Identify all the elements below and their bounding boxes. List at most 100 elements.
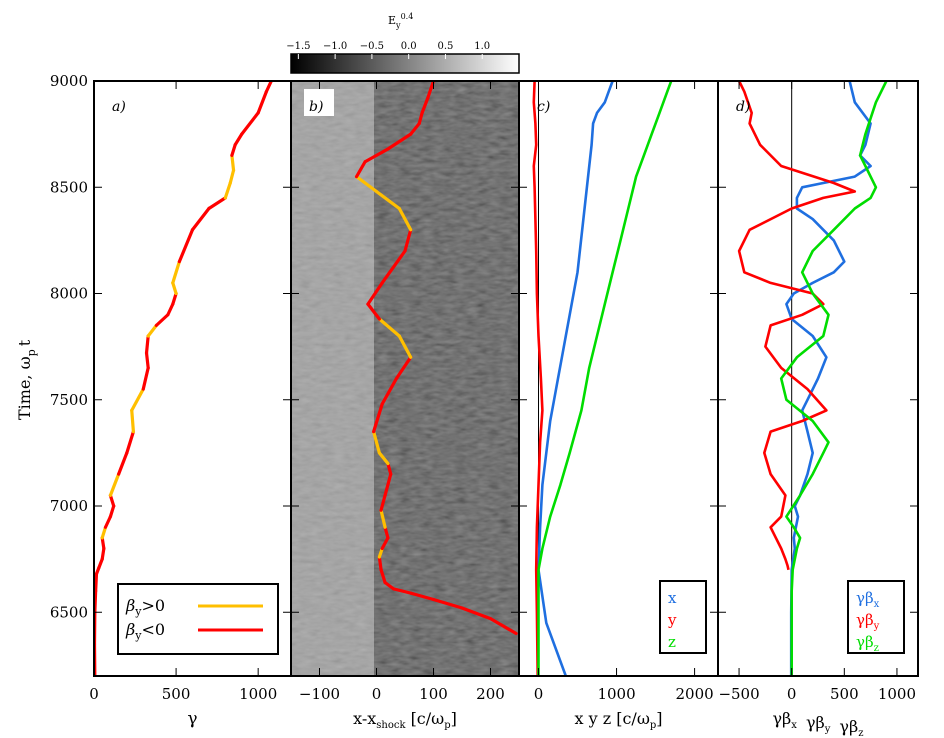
colorbar-gradient [290,53,520,74]
colorbar: Ey0.4 −1.5 −1.0 −0.5 0.0 0.5 1.0 [286,12,520,74]
x-tick-label: 0 [372,685,382,703]
series-gamma-segment [144,334,150,355]
legend: βy>0βy<0 [117,583,279,655]
series-particle_track-segment [379,508,387,529]
colorbar-tick-label: −1.0 [323,41,347,52]
series-gamma-segment [144,351,150,370]
series-gamma-segment [94,572,99,593]
colorbar-tick-label: 1.0 [474,41,490,52]
panel-c: 0 1000 2000 c) x y z [c/ωp] xyz [518,80,719,731]
x-tick-label: 2000 [675,685,713,703]
series-gamma-segment [190,206,211,232]
x-tick-label: −100 [299,685,340,703]
legend-label: γβz [856,633,879,654]
legend-label: γβx [856,589,880,610]
legend-label: βy<0 [125,620,165,642]
series-gamma-segment [166,302,175,317]
series-gamma-segment [100,525,108,540]
series-gbz-line [779,81,888,676]
series-particle_track-segment [386,461,393,476]
y-tick-label: 6500 [50,603,88,621]
series-particle_track-segment [409,121,421,136]
x-tick-label: 1000 [239,685,277,703]
panel-label: c) [537,99,550,115]
series-gamma-segment [130,387,145,412]
x-tick-label: 200 [476,685,505,703]
series-gamma-segment [230,153,236,172]
panel-b: −100 0 100 200 b) x-xshock [c/ωp] [290,80,520,731]
legend-box [847,580,905,654]
series-particle_track-segment [379,568,387,585]
x-tick-label: 1000 [878,685,916,703]
series-z-line [537,81,673,676]
series-gamma-segment [230,143,237,157]
panel-label: a) [112,99,126,115]
series-particle_track-segment [383,525,390,540]
series-particle_track-segment [379,493,387,512]
series-gamma-segment [154,313,170,327]
colorbar-tick-label: −1.5 [286,41,310,52]
x-axis-label: x y z [c/ωp] [574,709,662,731]
series-gamma-segment [223,181,232,200]
series-group [532,81,673,676]
series-gamma-segment [171,281,178,296]
series-particle_track-segment [383,472,393,497]
series-particle_track-segment [397,334,413,359]
series-particle_track-segment [420,96,430,115]
series-gamma-segment [264,81,273,94]
panel-a: 0 500 1000 a) γ βy>0βy<0 [89,80,292,729]
series-particle_track-segment [431,597,464,610]
series-gamma-segment [240,111,260,136]
series-particle_track-segment [374,189,401,211]
series-particle_track-segment [460,606,493,621]
legend-label: y [667,611,677,629]
series-particle_track-segment [377,555,383,572]
series-gamma-segment [228,168,236,185]
x-tick-label: 100 [419,685,448,703]
series-gamma-segment [207,196,227,211]
series-particle_track-segment [380,376,399,406]
legend: xyz [659,580,707,654]
series-particle_track-segment [354,160,367,179]
series-gamma-segment [103,515,113,529]
series-group [354,81,518,636]
x-tick-label: 500 [830,685,859,703]
series-particle_track-segment [380,536,390,551]
series-particle_track-segment [409,591,436,602]
series-particle_track-segment [354,175,379,194]
series-gbx-line [785,81,872,676]
series-particle_track-segment [363,147,390,164]
x-tick-label: 0 [534,685,544,703]
legend-label: x [668,589,677,607]
series-gamma-segment [125,430,135,455]
x-tick-label: 0 [787,685,797,703]
series-particle_track-segment [394,355,413,381]
legend-label: z [668,633,676,651]
series-particle_track-segment [366,281,384,306]
x-axis-label: x-xshock [c/ωp] [353,709,457,731]
series-gamma-segment [130,408,135,434]
series-x-line [537,81,614,676]
x-tick-label: 0 [89,685,99,703]
x-tick-label: −500 [718,685,759,703]
series-particle_track-segment [426,81,436,100]
y-tick-label: 7500 [50,391,88,409]
series-particle_track-segment [386,132,413,151]
series-gamma-segment [146,323,158,338]
series-gamma-segment [117,451,129,476]
x-tick-label: 500 [162,685,191,703]
series-particle_track-segment [383,580,396,591]
series-gamma-segment [100,546,106,561]
x-tick-label: 1000 [597,685,635,703]
series-gamma-segment [171,291,178,306]
x-axis-label: γ [187,709,197,729]
y-tick-label: 9000 [50,72,88,90]
legend-label: γβy [856,611,880,632]
x-axis-label: γβx γβy γβz [772,709,863,738]
series-particle_track-segment [377,451,390,466]
panel-label-box [304,89,334,116]
series-gamma-segment [108,472,121,497]
y-axis-label: Time, ωpt [15,339,38,420]
